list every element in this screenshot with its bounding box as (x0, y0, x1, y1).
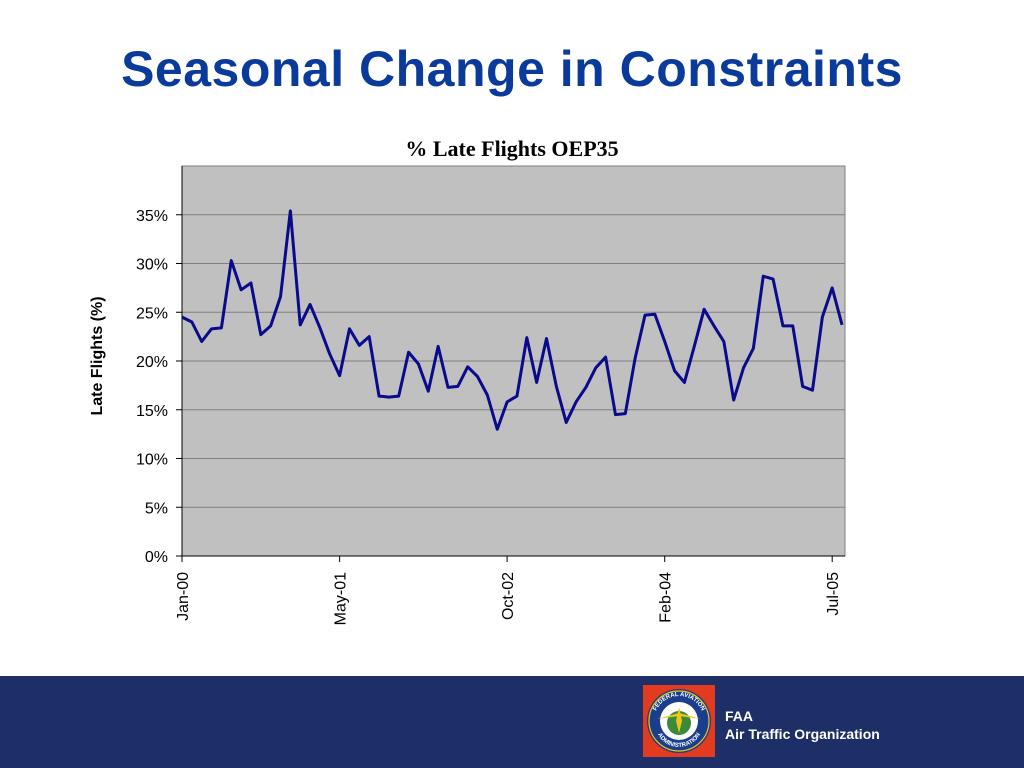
y-tick-label: 10% (136, 452, 168, 469)
footer-bar (0, 676, 1024, 768)
y-tick-label: 15% (136, 403, 168, 420)
slide-title: Seasonal Change in Constraints (121, 41, 903, 97)
x-tick-label: Jul-05 (825, 572, 842, 616)
y-tick-label: 25% (136, 305, 168, 322)
tick-labels: 0% 5% 10% 15% 20% 25% 30% 35% Jan-00 May-01 Oct-02… (136, 208, 842, 626)
line-chart: % Late Flights OEP35 0% 5% 10% 15% 20% 25% 30%… (89, 136, 846, 626)
series-line (181, 209, 844, 431)
faa-short-name: FAA (725, 708, 753, 724)
faa-org-name: Air Traffic Organization (725, 726, 880, 742)
chart-title: % Late Flights OEP35 (405, 136, 618, 161)
y-tick-label: 20% (136, 354, 168, 371)
series-layer (181, 209, 844, 431)
x-tick-label: Jan-00 (175, 572, 192, 621)
x-tick-label: May-01 (333, 572, 350, 625)
y-axis-label: Late Flights (%) (89, 296, 106, 415)
y-tick-label: 35% (136, 208, 168, 225)
gridlines (182, 214, 845, 508)
faa-seal-logo: FEDERAL AVIATION ADMINISTRATION (643, 685, 715, 757)
y-tick-label: 0% (145, 549, 168, 566)
x-tick-label: Oct-02 (500, 572, 517, 620)
faa-org-text: FAA Air Traffic Organization (725, 707, 880, 743)
axes (176, 166, 845, 562)
x-tick-label: Feb-04 (658, 572, 675, 623)
y-tick-label: 5% (145, 500, 168, 517)
y-tick-label: 30% (136, 257, 168, 274)
